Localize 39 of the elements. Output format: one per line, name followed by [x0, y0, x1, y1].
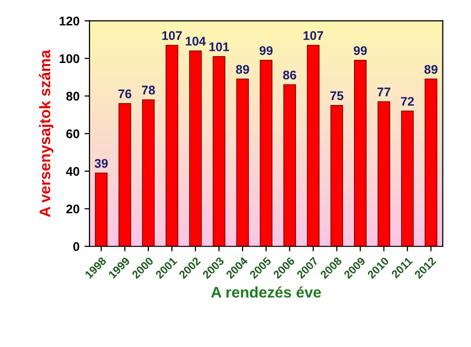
data-label: 99 [260, 46, 273, 56]
bar [118, 103, 132, 246]
data-label: 39 [94, 158, 108, 168]
y-axis-title: A versenysajtok száma [38, 50, 54, 217]
bar [236, 78, 249, 246]
data-label: 89 [236, 64, 250, 74]
x-axis-title: A rendezés éve [211, 286, 321, 298]
bar [401, 110, 414, 246]
bar [354, 60, 367, 246]
y-tick-label: 20 [66, 204, 80, 214]
data-label: 78 [142, 86, 155, 95]
bar [189, 50, 202, 246]
bar [378, 101, 390, 246]
data-label: 72 [401, 96, 414, 106]
y-tick-label: 80 [66, 92, 80, 101]
bar [212, 56, 226, 246]
data-label: 77 [377, 88, 390, 96]
bar [306, 44, 320, 246]
data-label: 104 [186, 36, 206, 46]
bar [142, 99, 155, 246]
bar [260, 60, 272, 246]
data-label: 76 [118, 89, 132, 98]
bar [166, 44, 178, 246]
y-tick-label: 0 [73, 242, 80, 252]
data-label: 107 [162, 31, 182, 40]
y-tick-label: 40 [66, 166, 80, 176]
data-label: 99 [354, 46, 367, 56]
data-label: 89 [424, 64, 438, 74]
bar [283, 84, 296, 246]
data-label: 101 [209, 42, 230, 52]
y-tick-label: 60 [66, 129, 80, 138]
bar [424, 78, 438, 246]
data-label: 75 [330, 91, 344, 100]
y-tick-label: 120 [60, 16, 80, 26]
data-label: 86 [283, 70, 296, 80]
data-label: 107 [304, 31, 324, 40]
y-tick-label: 100 [60, 54, 80, 64]
bar [94, 172, 108, 246]
bar [330, 104, 344, 246]
